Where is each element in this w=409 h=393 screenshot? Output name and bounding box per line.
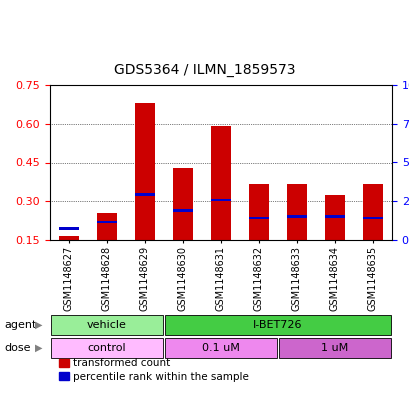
Bar xyxy=(96,213,117,240)
FancyBboxPatch shape xyxy=(51,315,162,335)
Text: control: control xyxy=(88,343,126,353)
Text: vehicle: vehicle xyxy=(87,320,127,330)
Text: 0.1 uM: 0.1 uM xyxy=(202,343,239,353)
Bar xyxy=(210,199,231,201)
Bar xyxy=(96,220,117,223)
Bar xyxy=(134,193,155,196)
Bar xyxy=(286,215,307,218)
Bar xyxy=(362,217,382,219)
Text: I-BET726: I-BET726 xyxy=(253,320,302,330)
Bar xyxy=(58,236,79,240)
Legend: transformed count, percentile rank within the sample: transformed count, percentile rank withi… xyxy=(55,354,252,386)
Bar xyxy=(58,227,79,230)
Bar xyxy=(172,209,193,211)
Bar xyxy=(248,217,269,219)
Bar xyxy=(248,184,269,240)
Text: agent: agent xyxy=(4,320,36,330)
FancyBboxPatch shape xyxy=(165,338,276,358)
Text: ▶: ▶ xyxy=(34,320,42,330)
Bar xyxy=(286,184,307,240)
Text: GDS5364 / ILMN_1859573: GDS5364 / ILMN_1859573 xyxy=(114,63,295,77)
Bar xyxy=(324,215,345,218)
Bar xyxy=(210,126,231,240)
FancyBboxPatch shape xyxy=(51,338,162,358)
FancyBboxPatch shape xyxy=(165,315,390,335)
Text: 1 uM: 1 uM xyxy=(321,343,348,353)
Bar xyxy=(362,184,382,240)
Text: dose: dose xyxy=(4,343,30,353)
Text: ▶: ▶ xyxy=(34,343,42,353)
Bar xyxy=(172,168,193,240)
Bar xyxy=(134,103,155,240)
FancyBboxPatch shape xyxy=(279,338,390,358)
Bar xyxy=(324,195,345,240)
